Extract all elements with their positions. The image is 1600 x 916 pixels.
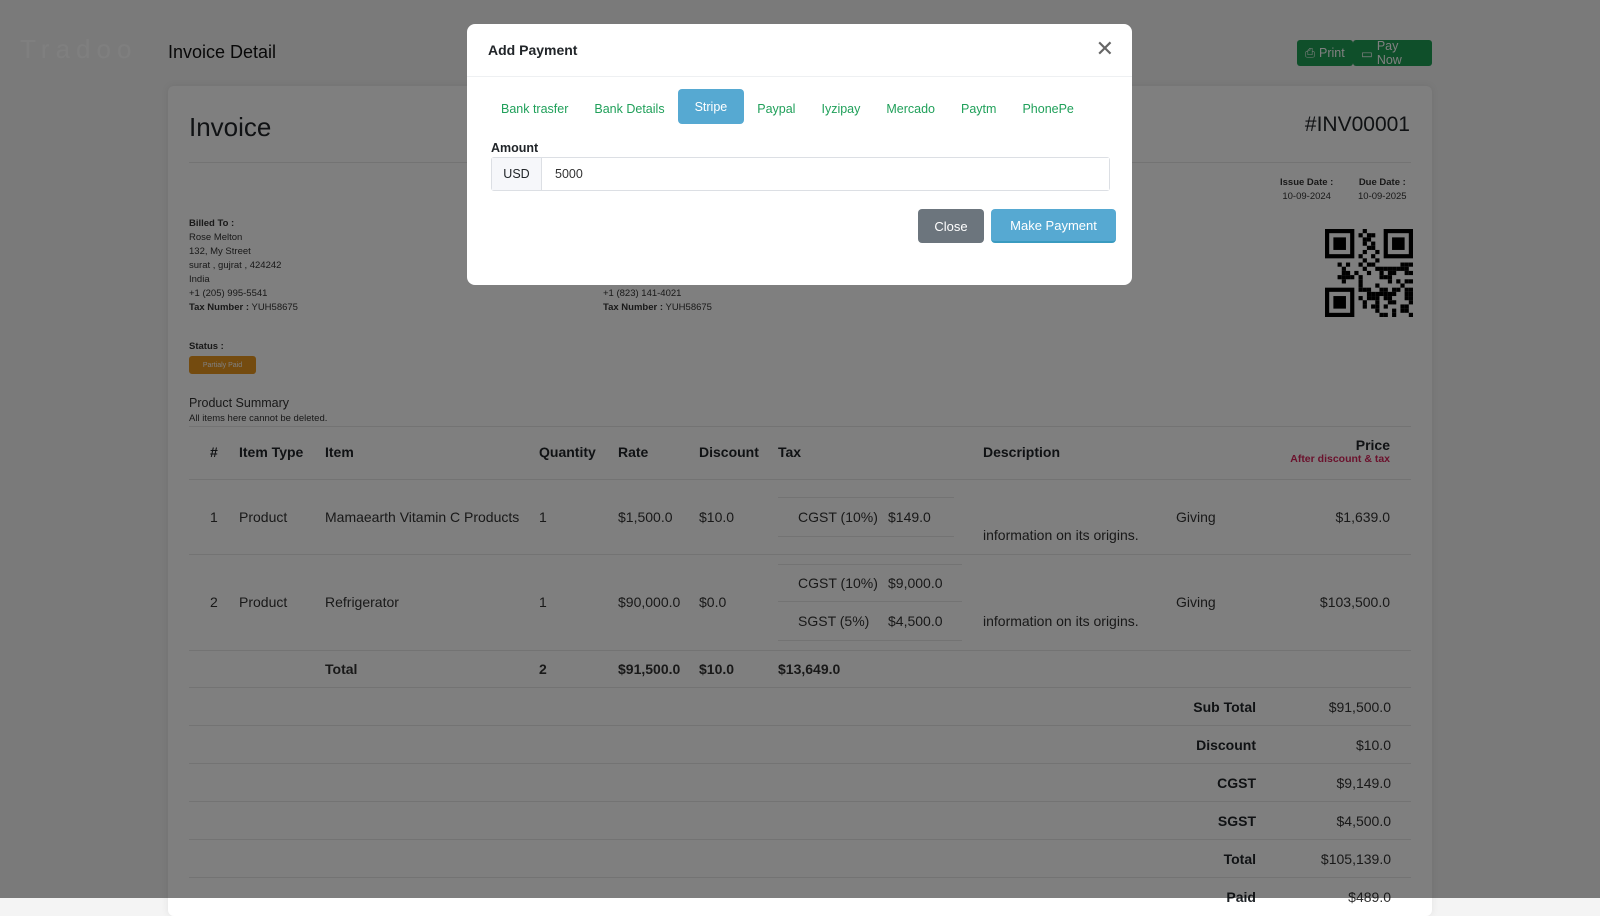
tab-paypal[interactable]: Paypal — [757, 101, 796, 116]
modal-title: Add Payment — [467, 24, 1132, 77]
tab-phonepe[interactable]: PhonePe — [1022, 101, 1074, 116]
amount-input[interactable] — [542, 158, 1109, 190]
tab-paytm[interactable]: Paytm — [961, 101, 997, 116]
amount-label: Amount — [491, 141, 539, 155]
amount-input-group: USD — [491, 157, 1110, 191]
tab-mercado[interactable]: Mercado — [886, 101, 936, 116]
add-payment-modal: Add Payment ✕ Bank trasfer Bank Details … — [467, 24, 1132, 285]
currency-addon: USD — [492, 158, 542, 190]
close-button[interactable]: Close — [918, 209, 984, 243]
tab-iyzipay[interactable]: Iyzipay — [821, 101, 861, 116]
make-payment-button[interactable]: Make Payment — [991, 209, 1116, 243]
tab-bank-transfer[interactable]: Bank trasfer — [501, 101, 569, 116]
tab-bank-details[interactable]: Bank Details — [594, 101, 665, 116]
payment-method-tabs: Bank trasfer Bank Details Stripe Paypal … — [488, 89, 1087, 126]
tab-stripe[interactable]: Stripe — [677, 89, 745, 124]
close-icon[interactable]: ✕ — [1095, 36, 1114, 61]
